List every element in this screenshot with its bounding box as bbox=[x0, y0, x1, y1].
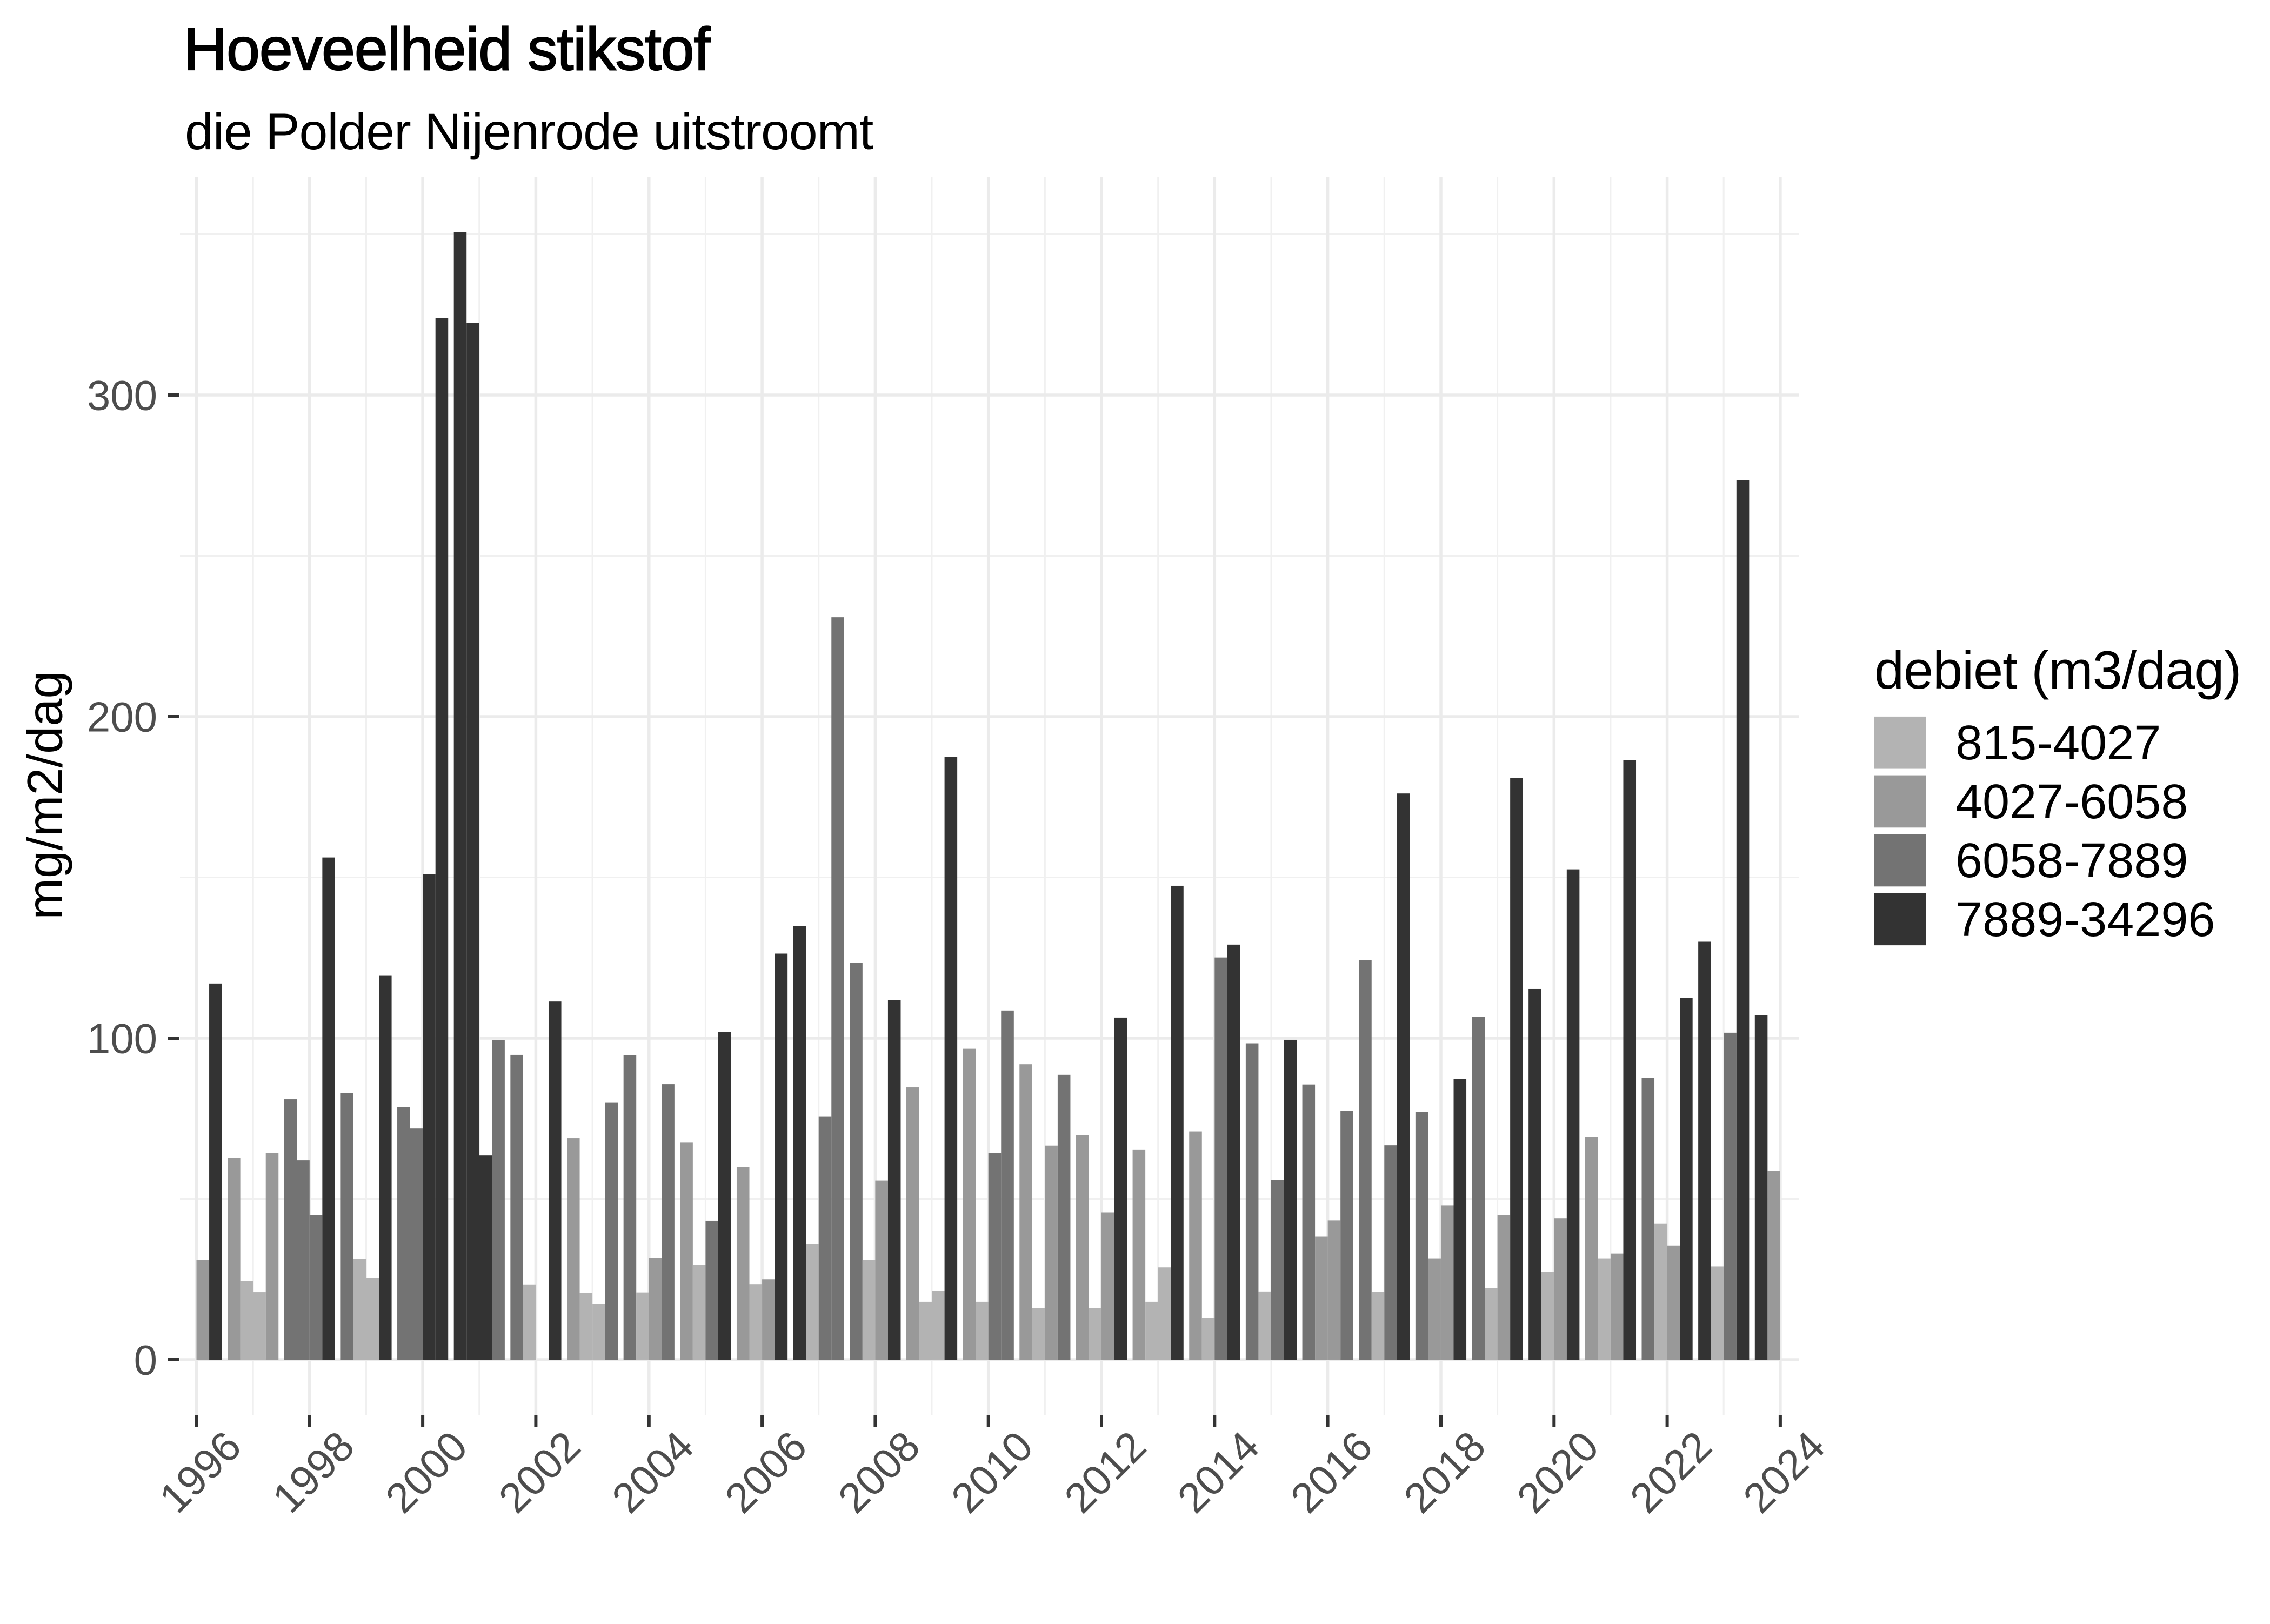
svg-text:200: 200 bbox=[87, 693, 157, 741]
svg-text:100: 100 bbox=[87, 1015, 157, 1062]
svg-text:300: 300 bbox=[87, 372, 157, 419]
svg-text:4027-6058: 4027-6058 bbox=[1955, 775, 2188, 829]
svg-text:0: 0 bbox=[134, 1336, 157, 1384]
svg-text:Hoeveelheid stikstof: Hoeveelheid stikstof bbox=[184, 16, 711, 83]
svg-text:mg/m2/dag: mg/m2/dag bbox=[18, 671, 73, 919]
svg-text:815-4027: 815-4027 bbox=[1955, 716, 2161, 770]
svg-text:7889-34296: 7889-34296 bbox=[1955, 893, 2215, 947]
svg-text:debiet (m3/dag): debiet (m3/dag) bbox=[1874, 640, 2241, 700]
svg-text:die Polder Nijenrode uitstroom: die Polder Nijenrode uitstroomt bbox=[185, 103, 873, 161]
svg-text:6058-7889: 6058-7889 bbox=[1955, 834, 2188, 888]
